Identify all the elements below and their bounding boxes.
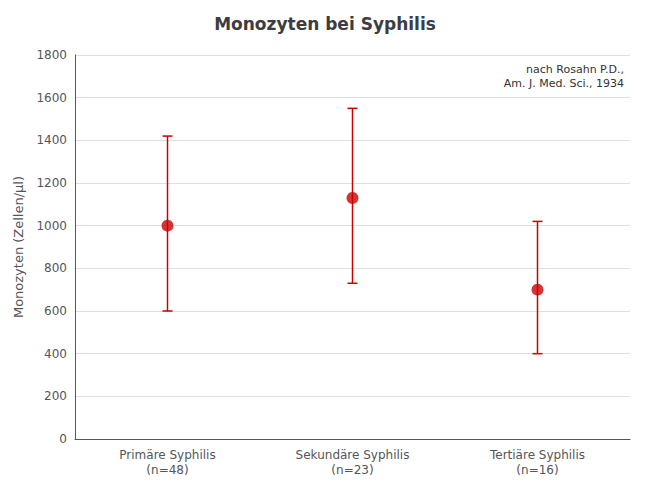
svg-text:Monozyten bei Syphilis: Monozyten bei Syphilis [214,14,436,34]
svg-text:800: 800 [44,261,67,275]
svg-text:1200: 1200 [36,176,67,190]
svg-text:0: 0 [59,432,67,446]
svg-text:400: 400 [44,347,67,361]
svg-text:(n=48): (n=48) [146,463,188,477]
svg-text:200: 200 [44,389,67,403]
svg-text:Monozyten (Zellen/µl): Monozyten (Zellen/µl) [11,176,26,318]
svg-text:nach Rosahn P.D.,: nach Rosahn P.D., [526,63,624,76]
svg-text:1400: 1400 [36,133,67,147]
svg-text:(n=23): (n=23) [331,463,373,477]
svg-text:1800: 1800 [36,48,67,62]
svg-text:Tertiäre Syphilis: Tertiäre Syphilis [489,448,585,462]
svg-text:Am. J. Med. Sci., 1934: Am. J. Med. Sci., 1934 [504,77,624,90]
svg-text:Sekundäre Syphilis: Sekundäre Syphilis [296,448,410,462]
svg-text:1000: 1000 [36,219,67,233]
svg-text:(n=16): (n=16) [516,463,558,477]
svg-text:1600: 1600 [36,91,67,105]
svg-text:Primäre Syphilis: Primäre Syphilis [119,448,215,462]
svg-text:600: 600 [44,304,67,318]
